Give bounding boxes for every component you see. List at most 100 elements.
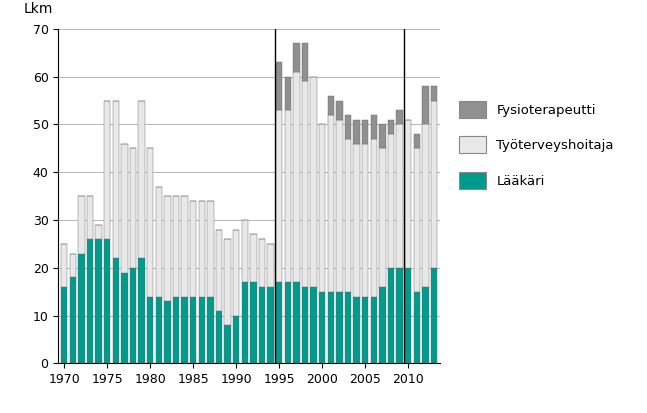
Bar [413, 134, 420, 148]
Bar [371, 115, 377, 139]
Bar [95, 239, 102, 363]
Bar [216, 311, 222, 363]
Bar [147, 148, 153, 297]
Bar [293, 72, 300, 282]
Bar [207, 297, 214, 363]
Bar [250, 235, 257, 282]
Bar [61, 287, 67, 363]
Bar [302, 287, 308, 363]
Bar [164, 301, 171, 363]
Bar [138, 101, 145, 258]
Bar [70, 278, 76, 363]
Text: Lkm: Lkm [24, 2, 53, 16]
Bar [345, 139, 351, 292]
Bar [336, 120, 343, 292]
Bar [130, 268, 137, 363]
Bar [371, 297, 377, 363]
Bar [78, 196, 85, 254]
Bar [302, 81, 308, 287]
Bar [431, 268, 437, 363]
Bar [353, 144, 360, 297]
Bar [164, 196, 171, 301]
Bar [422, 287, 428, 363]
Bar [319, 292, 325, 363]
Bar [293, 282, 300, 363]
Bar [78, 254, 85, 363]
Bar [388, 268, 394, 363]
Bar [259, 287, 265, 363]
Bar [121, 144, 127, 273]
Bar [155, 297, 162, 363]
Bar [388, 134, 394, 268]
Bar [130, 148, 137, 268]
Bar [173, 196, 179, 297]
Bar [397, 124, 403, 268]
Bar [276, 282, 282, 363]
Bar [181, 196, 188, 297]
Bar [405, 120, 411, 268]
Bar [319, 124, 325, 292]
Bar [233, 316, 239, 363]
Bar [388, 120, 394, 134]
Bar [95, 225, 102, 239]
Bar [241, 220, 248, 282]
Bar [70, 254, 76, 278]
Bar [225, 239, 231, 325]
Bar [311, 287, 317, 363]
Bar [422, 86, 428, 124]
Bar [87, 239, 93, 363]
Bar [87, 196, 93, 239]
Bar [327, 96, 334, 115]
Bar [216, 230, 222, 311]
Bar [397, 268, 403, 363]
Bar [199, 201, 205, 297]
Bar [431, 101, 437, 268]
Bar [285, 282, 291, 363]
Bar [302, 43, 308, 81]
Bar [267, 287, 274, 363]
Bar [104, 101, 111, 239]
Bar [241, 282, 248, 363]
Bar [267, 244, 274, 287]
Bar [353, 297, 360, 363]
Bar [199, 297, 205, 363]
Bar [371, 139, 377, 297]
Bar [225, 325, 231, 363]
Bar [104, 239, 111, 363]
Bar [207, 201, 214, 297]
Bar [190, 297, 197, 363]
Bar [336, 101, 343, 120]
Bar [147, 297, 153, 363]
Bar [405, 268, 411, 363]
Bar [431, 86, 437, 101]
Bar [250, 282, 257, 363]
Bar [413, 148, 420, 292]
Bar [276, 62, 282, 110]
Bar [345, 292, 351, 363]
Bar [379, 124, 386, 148]
Bar [362, 144, 368, 297]
Bar [113, 258, 119, 363]
Bar [259, 239, 265, 287]
Bar [362, 120, 368, 144]
Legend: Fysioterapeutti, Työterveyshoitaja, Lääkäri: Fysioterapeutti, Työterveyshoitaja, Lääk… [454, 96, 619, 194]
Bar [422, 124, 428, 287]
Bar [181, 297, 188, 363]
Bar [138, 258, 145, 363]
Bar [173, 297, 179, 363]
Bar [379, 287, 386, 363]
Bar [413, 292, 420, 363]
Bar [121, 273, 127, 363]
Bar [336, 292, 343, 363]
Bar [293, 43, 300, 72]
Bar [113, 101, 119, 258]
Bar [276, 110, 282, 282]
Bar [311, 77, 317, 287]
Bar [327, 292, 334, 363]
Bar [285, 77, 291, 110]
Bar [345, 115, 351, 139]
Bar [190, 201, 197, 297]
Bar [233, 230, 239, 316]
Bar [61, 244, 67, 287]
Bar [353, 120, 360, 144]
